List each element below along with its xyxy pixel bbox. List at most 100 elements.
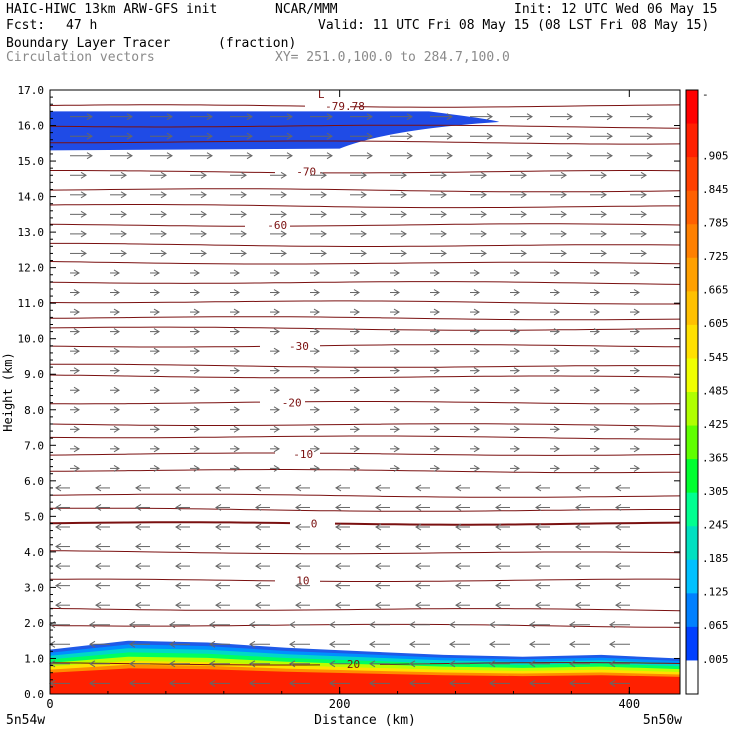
vector-arrowhead xyxy=(615,562,622,570)
vector-arrowhead xyxy=(249,640,256,648)
y-tick-label: 9.0 xyxy=(24,368,44,381)
vector-arrowhead xyxy=(480,171,487,179)
contour-label: -30 xyxy=(289,340,309,353)
x-right-end-label: 5n50w xyxy=(643,713,682,728)
vector-arrowhead xyxy=(89,679,96,687)
vector-arrowhead xyxy=(240,230,247,238)
vector-arrowhead xyxy=(240,210,247,218)
vector-arrowhead xyxy=(535,523,542,531)
vector-arrowhead xyxy=(353,269,360,277)
vector-arrowhead xyxy=(240,171,247,179)
vector-arrowhead xyxy=(233,425,240,433)
vector-arrowhead xyxy=(560,171,567,179)
temperature-contour xyxy=(49,493,681,498)
vector-arrowhead xyxy=(529,621,536,629)
temperature-contour xyxy=(289,223,681,227)
vector-arrowhead xyxy=(313,328,320,336)
vector-arrowhead xyxy=(553,347,560,355)
vector-arrowhead xyxy=(153,425,160,433)
colorbar-swatch xyxy=(686,559,698,594)
colorbar-swatch xyxy=(686,459,698,494)
vector-arrowhead xyxy=(455,562,462,570)
vector-arrowhead xyxy=(113,386,120,394)
y-tick-label: 1.0 xyxy=(24,652,44,665)
temperature-contour xyxy=(49,223,245,227)
vector-arrowhead xyxy=(169,679,176,687)
vector-arrowhead xyxy=(280,230,287,238)
y-tick-label: 12.0 xyxy=(18,262,45,275)
vector-arrowhead xyxy=(446,113,453,121)
vector-arrowhead xyxy=(233,464,240,472)
vector-arrowhead xyxy=(55,601,62,609)
vector-arrowhead xyxy=(375,582,382,590)
vector-arrowhead xyxy=(473,367,480,375)
vector-arrowhead xyxy=(535,484,542,492)
temperature-contour xyxy=(49,521,291,525)
vector-arrowhead xyxy=(406,152,413,160)
vector-arrowhead xyxy=(200,230,207,238)
colorbar-label: .725 xyxy=(702,250,729,263)
vector-arrowhead xyxy=(55,504,62,511)
vector-arrowhead xyxy=(569,679,576,687)
vector-arrowhead xyxy=(193,464,200,472)
vector-arrowhead xyxy=(215,543,222,550)
vector-arrowhead xyxy=(113,328,120,336)
vector-arrowhead xyxy=(193,445,200,453)
vector-arrowhead xyxy=(55,562,62,570)
vector-arrowhead xyxy=(415,562,422,570)
vector-arrowhead xyxy=(129,660,136,668)
vector-arrowhead xyxy=(520,191,527,199)
temperature-contour xyxy=(319,452,681,456)
vector-arrowhead xyxy=(153,367,160,375)
vector-arrowhead xyxy=(55,543,62,550)
vector-arrowhead xyxy=(326,113,333,121)
colorbar-label: - xyxy=(702,88,709,101)
vector-arrowhead xyxy=(129,621,136,629)
vector-arrowhead xyxy=(233,386,240,394)
contour-label: -10 xyxy=(293,448,313,461)
vector-arrowhead xyxy=(393,328,400,336)
vector-arrowhead xyxy=(353,425,360,433)
vector-arrowhead xyxy=(433,445,440,453)
vector-arrowhead xyxy=(166,132,173,140)
vector-arrowhead xyxy=(489,660,496,668)
vector-arrowhead xyxy=(633,406,640,414)
vector-arrowhead xyxy=(166,152,173,160)
vector-arrowhead xyxy=(575,562,582,570)
temperature-contour xyxy=(49,423,681,427)
vector-arrowhead xyxy=(353,445,360,453)
vector-arrowhead xyxy=(473,425,480,433)
vector-arrowhead xyxy=(449,621,456,629)
vector-arrowhead xyxy=(593,445,600,453)
vector-arrowhead xyxy=(360,191,367,199)
upper-tracer-layer xyxy=(50,111,499,151)
vector-arrowhead xyxy=(400,171,407,179)
vector-arrowhead xyxy=(255,582,262,590)
vector-arrowhead xyxy=(520,230,527,238)
vector-arrowhead xyxy=(113,308,120,316)
vector-arrowhead xyxy=(215,504,222,511)
vector-arrowhead xyxy=(553,386,560,394)
vector-arrowhead xyxy=(406,132,413,140)
vector-arrowhead xyxy=(286,152,293,160)
vector-arrowhead xyxy=(193,347,200,355)
temperature-contour xyxy=(49,316,681,321)
vector-arrowhead xyxy=(615,582,622,590)
vector-arrowhead xyxy=(535,582,542,590)
vector-arrowhead xyxy=(375,484,382,492)
vector-arrowhead xyxy=(73,289,80,296)
vector-arrowhead xyxy=(393,308,400,316)
vector-arrowhead xyxy=(313,289,320,296)
vector-arrowhead xyxy=(633,425,640,433)
vector-arrowhead xyxy=(280,191,287,199)
colorbar-label: .125 xyxy=(702,586,729,599)
vector-arrowhead xyxy=(73,328,80,336)
temperature-contour xyxy=(320,170,681,174)
vector-arrowhead xyxy=(86,132,93,140)
vector-arrowhead xyxy=(153,289,160,296)
vector-arrowhead xyxy=(600,230,607,238)
boundary-layer-band-7 xyxy=(50,668,680,694)
vector-arrowhead xyxy=(495,543,502,550)
vector-arrowhead xyxy=(393,406,400,414)
vector-arrowhead xyxy=(409,679,416,687)
